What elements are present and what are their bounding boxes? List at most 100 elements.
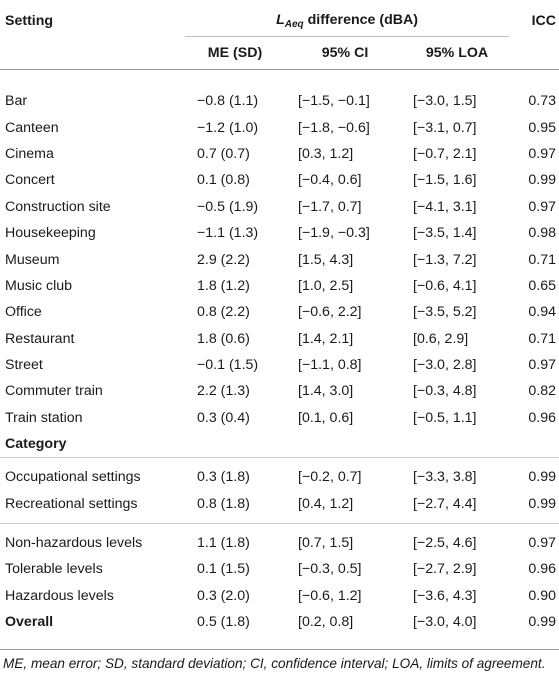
table-row: Recreational settings 0.8 (1.8) [0.4, 1.2]… [0,490,559,516]
header-95-loa: 95% LOA [405,36,510,70]
row-label: Museum [5,251,60,268]
table-row: Canteen −1.2 (1.0) [−1.8, −0.6] [−3.1, 0.7]… [0,114,559,140]
cell-me-sd: 0.3 (2.0) [197,587,250,604]
cell-icc: 0.98 [528,225,557,242]
laeq-unit: difference (dBA) [303,12,418,28]
row-label: Cinema [5,145,54,162]
cell-95-loa: [0.6, 2.9] [413,330,469,347]
cell-95-ci: [−0.4, 0.6] [298,172,362,189]
cell-95-ci: [1.0, 2.5] [298,277,354,294]
cell-me-sd: 0.1 (0.8) [197,172,250,189]
cell-me-sd: 0.8 (1.8) [197,495,250,512]
cell-icc: 0.82 [528,383,557,400]
header-me-sd: ME (SD) [185,36,285,70]
cell-icc: 0.99 [528,495,557,512]
table-row: Cinema 0.7 (0.7) [0.3, 1.2] [−0.7, 2.1] 0.97 [0,141,559,167]
cell-icc: 0.71 [528,251,557,268]
table-row: Museum 2.9 (2.2) [1.5, 4.3] [−1.3, 7.2] 0.71 [0,246,559,272]
table-row: Occupational settings 0.3 (1.8) [−0.2, 0.7… [0,464,559,490]
cell-icc: 0.97 [528,198,557,215]
header-icc: ICC [531,13,557,30]
row-label: Construction site [5,198,111,215]
row-label: Housekeeping [5,225,96,242]
table-row: Housekeeping −1.1 (1.3) [−1.9, −0.3] [−3.5,… [0,220,559,246]
cell-icc: 0.73 [528,93,557,110]
table-row: Tolerable levels 0.1 (1.5) [−0.3, 0.5] [−2.… [0,556,559,582]
table-row: Street −0.1 (1.5) [−1.1, 0.8] [−3.0, 2.8] 0.… [0,352,559,378]
section-divider [0,522,559,524]
section-divider [0,457,559,458]
row-label: Restaurant [5,330,75,347]
cell-95-loa: [−3.5, 5.2] [413,304,477,321]
table-body: Bar −0.8 (1.1) [−1.5, −0.1] [−3.0, 1.5] 0.73… [0,70,559,636]
cell-95-ci: [−1.9, −0.3] [298,225,370,242]
cell-95-loa: [−0.5, 1.1] [413,409,477,426]
row-label: Hazardous levels [5,587,114,604]
row-label: Concert [5,172,55,189]
cell-95-ci: [1.5, 4.3] [298,251,354,268]
cell-95-ci: [0.1, 0.6] [298,409,354,426]
laeq-symbol: L [276,12,285,28]
row-label: Street [5,357,43,374]
row-label: Office [5,304,42,321]
cell-me-sd: 0.3 (1.8) [197,469,250,486]
table-row: Office 0.8 (2.2) [−0.6, 2.2] [−3.5, 5.2] 0.9… [0,299,559,325]
cell-95-loa: [−2.5, 4.6] [413,535,477,552]
header-row-sub: ME (SD) 95% CI 95% LOA [0,36,559,70]
cell-icc: 0.97 [528,535,557,552]
cell-95-loa: [−0.7, 2.1] [413,145,477,162]
cell-95-loa: [−3.0, 2.8] [413,357,477,374]
row-label: Occupational settings [5,469,141,486]
row-label: Tolerable levels [5,561,103,578]
laeq-subscript: Aeq [284,19,304,30]
cell-95-loa: [−4.1, 3.1] [413,198,477,215]
cell-me-sd: −1.1 (1.3) [197,225,259,242]
cell-95-ci: [−0.6, 1.2] [298,587,362,604]
header-laeq-difference: LAeq difference (dBA) [185,6,510,37]
cell-me-sd: −0.5 (1.9) [197,198,259,215]
row-label: Overall [5,614,54,631]
cell-95-ci: [1.4, 3.0] [298,383,354,400]
table-row: Train station 0.3 (0.4) [0.1, 0.6] [−0.5, 1… [0,405,559,431]
table-row: Hazardous levels 0.3 (2.0) [−0.6, 1.2] [−3.… [0,583,559,609]
cell-95-loa: [−0.6, 4.1] [413,277,477,294]
table-row: Commuter train 2.2 (1.3) [1.4, 3.0] [−0.3, … [0,378,559,404]
table-row: Non-hazardous levels 1.1 (1.8) [0.7, 1.5] [… [0,530,559,556]
cell-95-ci: [−1.1, 0.8] [298,357,362,374]
table-row: Bar −0.8 (1.1) [−1.5, −0.1] [−3.0, 1.5] 0.73 [0,88,559,114]
cell-me-sd: 2.9 (2.2) [197,251,250,268]
table-row: Music club 1.8 (1.2) [1.0, 2.5] [−0.6, 4.1]… [0,273,559,299]
cell-95-loa: [−3.5, 1.4] [413,225,477,242]
cell-95-ci: [−1.8, −0.6] [298,119,370,136]
table-row: Overall 0.5 (1.8) [0.2, 0.8] [−3.0, 4.0] 0.9… [0,609,559,635]
table-row: Concert 0.1 (0.8) [−0.4, 0.6] [−1.5, 1.6] 0.… [0,167,559,193]
cell-95-loa: [−2.7, 4.4] [413,495,477,512]
header-row-top: Setting LAeq difference (dBA) ICC [0,6,559,37]
cell-icc: 0.99 [528,614,557,631]
category-heading-row: Category [0,431,559,457]
cell-icc: 0.71 [528,330,557,347]
cell-95-ci: [0.7, 1.5] [298,535,354,552]
cell-me-sd: 1.8 (0.6) [197,330,250,347]
cell-95-loa: [−3.0, 4.0] [413,614,477,631]
header-setting: Setting [5,13,54,30]
cell-95-loa: [−1.5, 1.6] [413,172,477,189]
cell-95-ci: [−0.2, 0.7] [298,469,362,486]
table-footnote: ME, mean error; SD, standard deviation; … [3,656,546,671]
cell-me-sd: 0.5 (1.8) [197,614,250,631]
cell-95-ci: [−0.6, 2.2] [298,304,362,321]
cell-me-sd: −0.1 (1.5) [197,357,259,374]
cell-95-ci: [−1.5, −0.1] [298,93,370,110]
row-label: Non-hazardous levels [5,535,143,552]
cell-me-sd: 0.7 (0.7) [197,145,250,162]
cell-95-ci: [−1.7, 0.7] [298,198,362,215]
row-label: Music club [5,277,73,294]
cell-me-sd: 0.3 (0.4) [197,409,250,426]
cell-icc: 0.90 [528,587,557,604]
row-label: Canteen [5,119,59,136]
row-label: Train station [5,409,83,426]
cell-95-loa: [−1.3, 7.2] [413,251,477,268]
category-heading: Category [5,436,67,453]
row-label: Bar [5,93,28,110]
